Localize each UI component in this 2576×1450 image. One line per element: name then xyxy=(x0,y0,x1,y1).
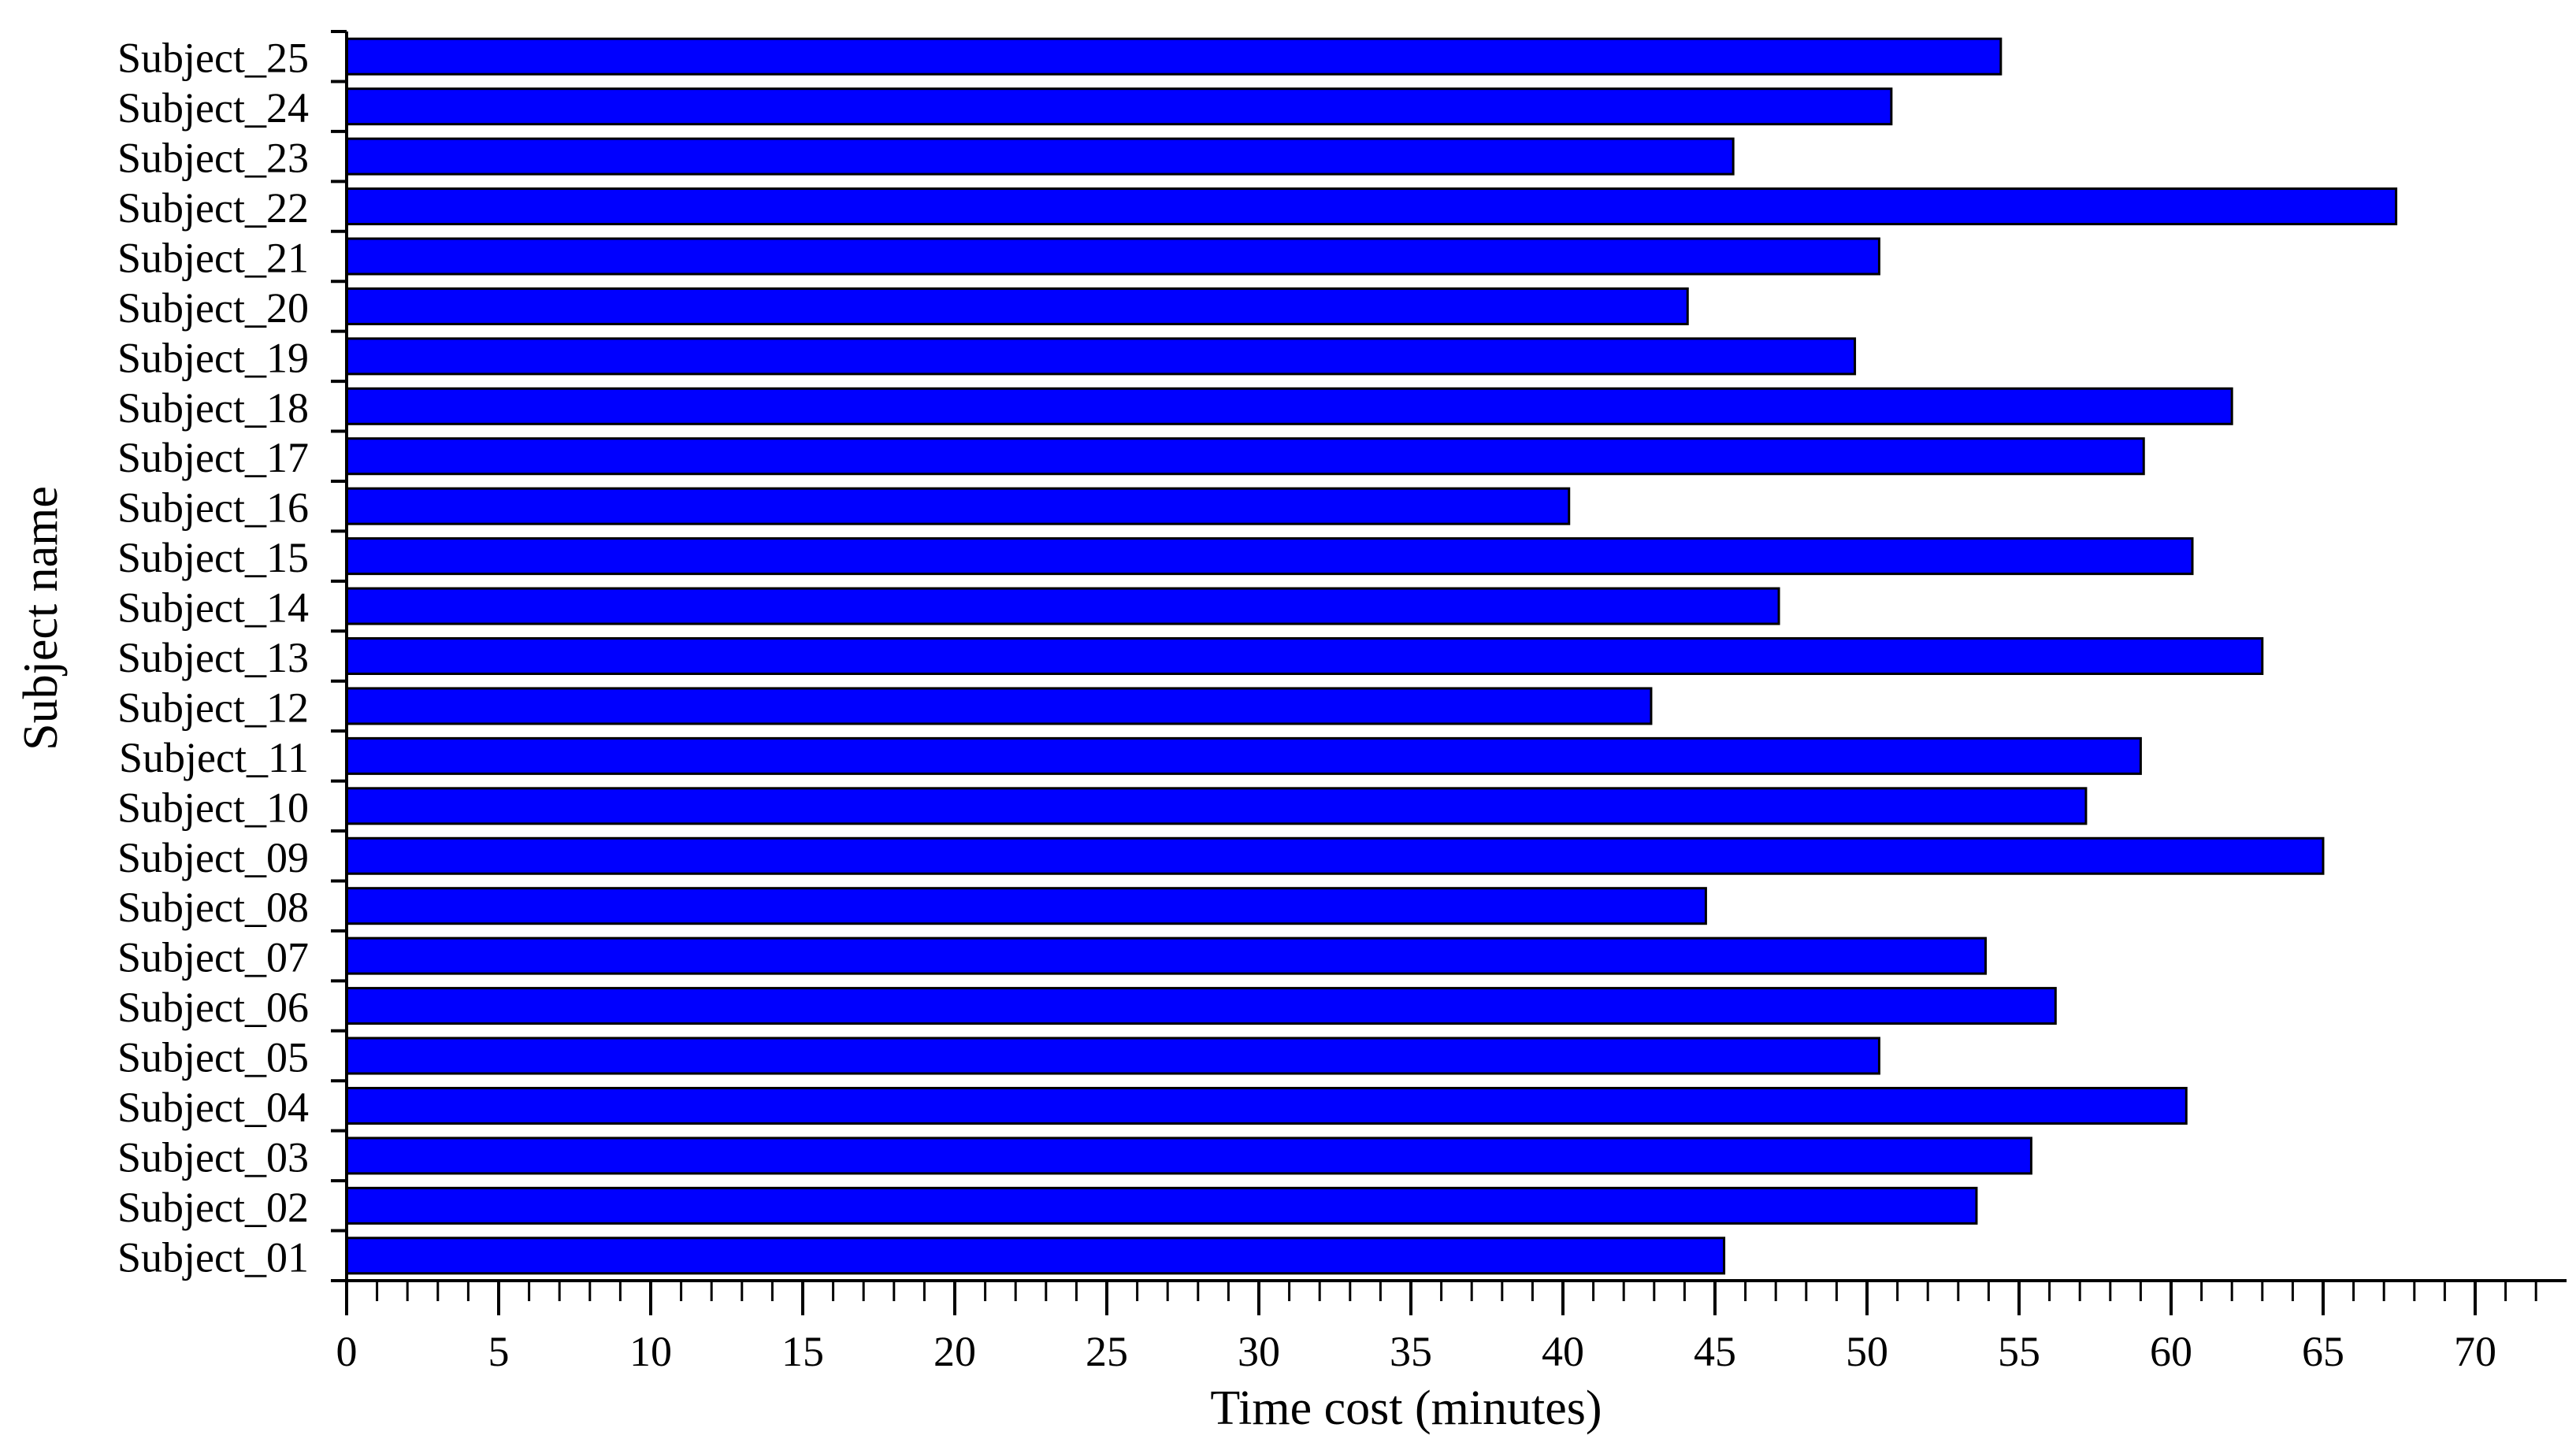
y-tick-label: Subject_12 xyxy=(117,684,309,731)
bar-subject-22 xyxy=(345,187,2398,226)
y-tick-label: Subject_02 xyxy=(117,1184,309,1231)
x-tick-label: 15 xyxy=(781,1328,824,1375)
bar-subject-24 xyxy=(345,87,1893,126)
x-tick-label: 25 xyxy=(1086,1328,1128,1375)
x-tick-label: 55 xyxy=(1998,1328,2040,1375)
x-tick-label: 20 xyxy=(934,1328,976,1375)
x-tick-label: 45 xyxy=(1694,1328,1736,1375)
y-tick-label: Subject_08 xyxy=(117,884,309,931)
bar-subject-17 xyxy=(345,437,2145,476)
y-tick-label: Subject_18 xyxy=(117,384,309,432)
bar-subject-20 xyxy=(345,287,1689,325)
bar-subject-10 xyxy=(345,787,2088,825)
bar-subject-12 xyxy=(345,687,1653,725)
bar-subject-07 xyxy=(345,936,1988,975)
y-tick-label: Subject_25 xyxy=(117,35,309,82)
bar-subject-18 xyxy=(345,387,2233,425)
y-tick-label: Subject_10 xyxy=(117,784,309,831)
bar-subject-01 xyxy=(345,1237,1726,1275)
bar-subject-06 xyxy=(345,987,2057,1025)
x-tick-label: 10 xyxy=(629,1328,672,1375)
y-tick-label: Subject_20 xyxy=(117,284,309,332)
bar-subject-02 xyxy=(345,1186,1978,1225)
x-tick-label: 30 xyxy=(1238,1328,1280,1375)
bar-subject-05 xyxy=(345,1037,1880,1075)
bar-subject-04 xyxy=(345,1086,2188,1125)
y-axis: Subject_01Subject_02Subject_03Subject_04… xyxy=(117,30,348,1282)
y-tick-label: Subject_06 xyxy=(117,984,309,1031)
bar-subject-08 xyxy=(345,887,1707,925)
x-axis-title: Time cost (minutes) xyxy=(1210,1381,1602,1435)
y-tick-label: Subject_22 xyxy=(117,184,309,232)
x-tick-label: 40 xyxy=(1542,1328,1584,1375)
bar-subject-11 xyxy=(345,736,2142,775)
y-tick-label: Subject_04 xyxy=(117,1084,309,1131)
x-axis: 0 5 10 15 20 25 30 35 40 45 50 55 60 65 70 xyxy=(336,1279,2567,1375)
y-tick-label: Subject_11 xyxy=(119,734,309,781)
bar-subject-19 xyxy=(345,337,1857,376)
y-tick-label: Subject_19 xyxy=(117,334,309,381)
bar-subject-13 xyxy=(345,637,2264,675)
bar-subject-25 xyxy=(345,37,2003,76)
y-tick-label: Subject_05 xyxy=(117,1034,309,1081)
y-tick-label: Subject_13 xyxy=(117,634,309,681)
bar-subject-03 xyxy=(345,1137,2032,1175)
bar-subject-14 xyxy=(345,587,1780,625)
bar-subject-21 xyxy=(345,237,1880,276)
y-tick-label: Subject_21 xyxy=(117,234,309,281)
bar-subject-09 xyxy=(345,836,2325,875)
y-tick-label: Subject_14 xyxy=(117,584,309,632)
x-tick-label: 50 xyxy=(1846,1328,1888,1375)
x-tick-label: 70 xyxy=(2454,1328,2496,1375)
y-tick-label: Subject_09 xyxy=(117,834,309,881)
bar-subject-15 xyxy=(345,537,2194,576)
y-tick-label: Subject_24 xyxy=(117,84,309,132)
y-axis-title: Subject name xyxy=(14,486,68,751)
x-tick-label: 60 xyxy=(2150,1328,2192,1375)
y-tick-label: Subject_17 xyxy=(117,434,309,481)
bar-subject-23 xyxy=(345,137,1735,176)
bar-subject-16 xyxy=(345,487,1571,525)
x-tick-label: 0 xyxy=(336,1328,358,1375)
bars-group xyxy=(345,37,2398,1275)
y-tick-label: Subject_23 xyxy=(117,135,309,182)
x-tick-label: 65 xyxy=(2302,1328,2344,1375)
y-tick-label: Subject_15 xyxy=(117,534,309,581)
x-tick-label: 5 xyxy=(488,1328,510,1375)
y-tick-label: Subject_16 xyxy=(117,484,309,532)
y-tick-label: Subject_07 xyxy=(117,934,309,981)
y-tick-label: Subject_01 xyxy=(117,1233,309,1281)
y-tick-label: Subject_03 xyxy=(117,1133,309,1181)
x-tick-label: 35 xyxy=(1390,1328,1432,1375)
